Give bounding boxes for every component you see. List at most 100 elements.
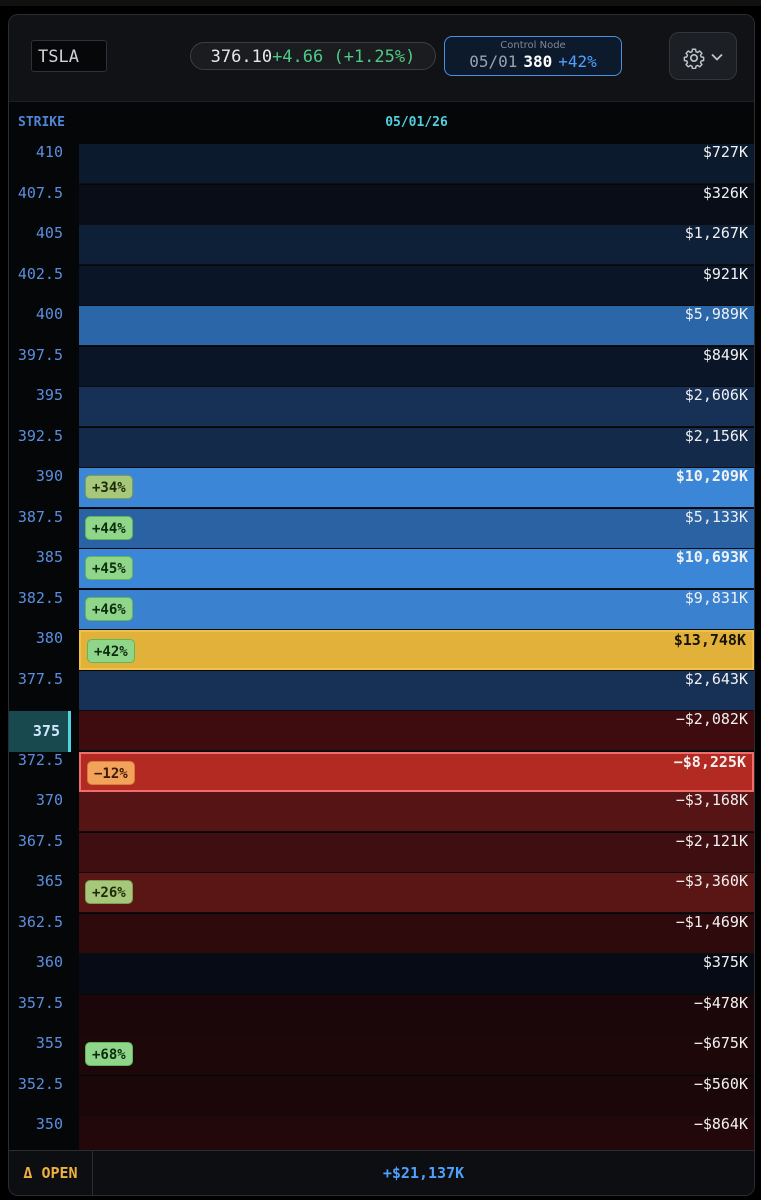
table-row[interactable]: 350 −$864K <box>9 1116 754 1157</box>
top-border <box>0 0 761 6</box>
table-row[interactable]: 360 $375K <box>9 954 754 995</box>
strike-label: 400 <box>35 305 63 323</box>
strike-label: 365 <box>35 872 63 890</box>
gex-cell[interactable]: $2,606K <box>79 387 754 427</box>
gex-cell[interactable]: +26% −$3,360K <box>79 873 754 913</box>
gex-cell[interactable]: $326K <box>79 184 754 225</box>
footer-summary: Δ OPEN +$21,137K <box>9 1150 754 1195</box>
gex-cell[interactable]: $921K <box>79 264 754 306</box>
strike-label: 372.5 <box>17 750 63 769</box>
strike-label: 377.5 <box>17 669 63 688</box>
gex-value: $921K <box>702 264 748 283</box>
table-row[interactable]: 375 −$2,082K <box>9 711 754 752</box>
table-row[interactable]: 380 +42% $13,748K <box>9 630 754 671</box>
table-row[interactable]: 362.5 −$1,469K <box>9 913 754 955</box>
table-row[interactable]: 367.5 −$2,121K <box>9 832 754 874</box>
strike-cell: 390 <box>9 468 71 509</box>
gex-cell[interactable]: −12% −$8,225K <box>79 751 754 792</box>
table-row[interactable]: 352.5 −$560K <box>9 1074 754 1117</box>
table-row[interactable]: 377.5 $2,643K <box>9 669 754 712</box>
table-row[interactable]: 395 $2,606K <box>9 387 754 428</box>
control-node-box[interactable]: Control Node 05/01 380 +42% <box>444 36 622 76</box>
pct-badge: +45% <box>85 556 133 580</box>
gex-value: $2,643K <box>684 669 748 688</box>
gex-cell[interactable]: $727K <box>79 144 754 184</box>
gex-cell[interactable]: +34% $10,209K <box>79 468 754 508</box>
table-row[interactable]: 405 $1,267K <box>9 225 754 266</box>
strike-cell: 370 <box>9 792 71 833</box>
strike-cell: 365 <box>9 873 71 914</box>
table-row[interactable]: 357.5 −$478K <box>9 993 754 1036</box>
gex-cell[interactable]: $849K <box>79 346 754 387</box>
table-row[interactable]: 355 +68% −$675K <box>9 1035 754 1076</box>
strike-label: 395 <box>35 386 63 404</box>
gex-value: −$2,082K <box>675 710 748 728</box>
strike-label: 390 <box>35 467 63 485</box>
table-row[interactable]: 407.5 $326K <box>9 183 754 226</box>
strike-label: 405 <box>35 224 63 242</box>
gex-cell[interactable]: −$864K <box>79 1116 754 1156</box>
settings-button[interactable] <box>669 32 737 80</box>
gex-cell[interactable]: −$1,469K <box>79 913 754 954</box>
strike-cell: 350 <box>9 1116 71 1157</box>
control-node-pct: +42% <box>558 52 597 71</box>
strike-label: 360 <box>35 953 63 971</box>
gex-value: −$3,168K <box>675 791 748 809</box>
gex-cell[interactable]: −$478K <box>79 994 754 1035</box>
gex-cell[interactable]: −$3,168K <box>79 792 754 832</box>
table-row[interactable]: 385 +45% $10,693K <box>9 549 754 590</box>
strike-label: 397.5 <box>17 345 63 364</box>
gex-value: $727K <box>702 143 748 161</box>
chevron-down-icon <box>711 53 723 61</box>
gex-value: $375K <box>702 953 748 971</box>
table-row[interactable]: 382.5 +46% $9,831K <box>9 589 754 631</box>
table-row[interactable]: 370 −$3,168K <box>9 792 754 833</box>
gex-cell[interactable]: +44% $5,133K <box>79 508 754 549</box>
strike-cell: 372.5 <box>9 750 71 793</box>
table-row[interactable]: 392.5 $2,156K <box>9 427 754 469</box>
pct-badge: +42% <box>87 639 135 663</box>
strike-label: 407.5 <box>17 183 63 202</box>
gex-cell[interactable]: $5,989K <box>79 306 754 346</box>
expiry-column-header[interactable]: 05/01/26 <box>385 115 448 130</box>
gex-cell[interactable]: +46% $9,831K <box>79 589 754 630</box>
gex-cell[interactable]: −$2,082K <box>79 711 754 751</box>
gex-cell[interactable]: −$560K <box>79 1075 754 1116</box>
gex-value: $13,748K <box>673 631 746 649</box>
strike-label: 352.5 <box>17 1074 63 1093</box>
table-row[interactable]: 365 +26% −$3,360K <box>9 873 754 914</box>
strike-table: 410 $727K 407.5 $326K 405 $1,267K 402.5 $921K 40… <box>9 144 754 1157</box>
gear-icon <box>683 48 705 69</box>
table-row[interactable]: 390 +34% $10,209K <box>9 468 754 509</box>
table-row[interactable]: 400 $5,989K <box>9 306 754 347</box>
gex-cell[interactable]: −$2,121K <box>79 832 754 873</box>
strike-cell: 357.5 <box>9 993 71 1036</box>
control-node-label: Control Node <box>500 40 566 51</box>
table-row[interactable]: 397.5 $849K <box>9 345 754 388</box>
gex-cell[interactable]: $2,643K <box>79 669 754 711</box>
table-row[interactable]: 387.5 +44% $5,133K <box>9 508 754 550</box>
gex-cell[interactable]: $375K <box>79 954 754 994</box>
gex-cell[interactable]: +68% −$675K <box>79 1035 754 1075</box>
table-row[interactable]: 402.5 $921K <box>9 264 754 307</box>
strike-label: 380 <box>35 629 63 647</box>
gex-value: $5,989K <box>684 305 748 323</box>
gex-cell[interactable]: +45% $10,693K <box>79 549 754 589</box>
last-price: 376.10 <box>210 47 273 67</box>
strike-cell: 377.5 <box>9 669 71 712</box>
strike-cell: 360 <box>9 954 71 995</box>
strike-cell: 385 <box>9 549 71 590</box>
ticker-input[interactable]: TSLA <box>31 40 107 72</box>
gex-cell[interactable]: $1,267K <box>79 225 754 265</box>
delta-open-label: Δ OPEN <box>9 1151 93 1195</box>
strike-label: 375 <box>32 722 60 740</box>
strike-label: 350 <box>35 1115 63 1133</box>
gex-cell[interactable]: $2,156K <box>79 427 754 468</box>
strike-label: 357.5 <box>17 993 63 1012</box>
strike-cell: 410 <box>9 144 71 185</box>
gex-value: $10,209K <box>675 467 748 485</box>
table-row[interactable]: 372.5 −12% −$8,225K <box>9 750 754 793</box>
gex-cell[interactable]: +42% $13,748K <box>79 630 754 670</box>
strike-cell: 405 <box>9 225 71 266</box>
table-row[interactable]: 410 $727K <box>9 144 754 185</box>
